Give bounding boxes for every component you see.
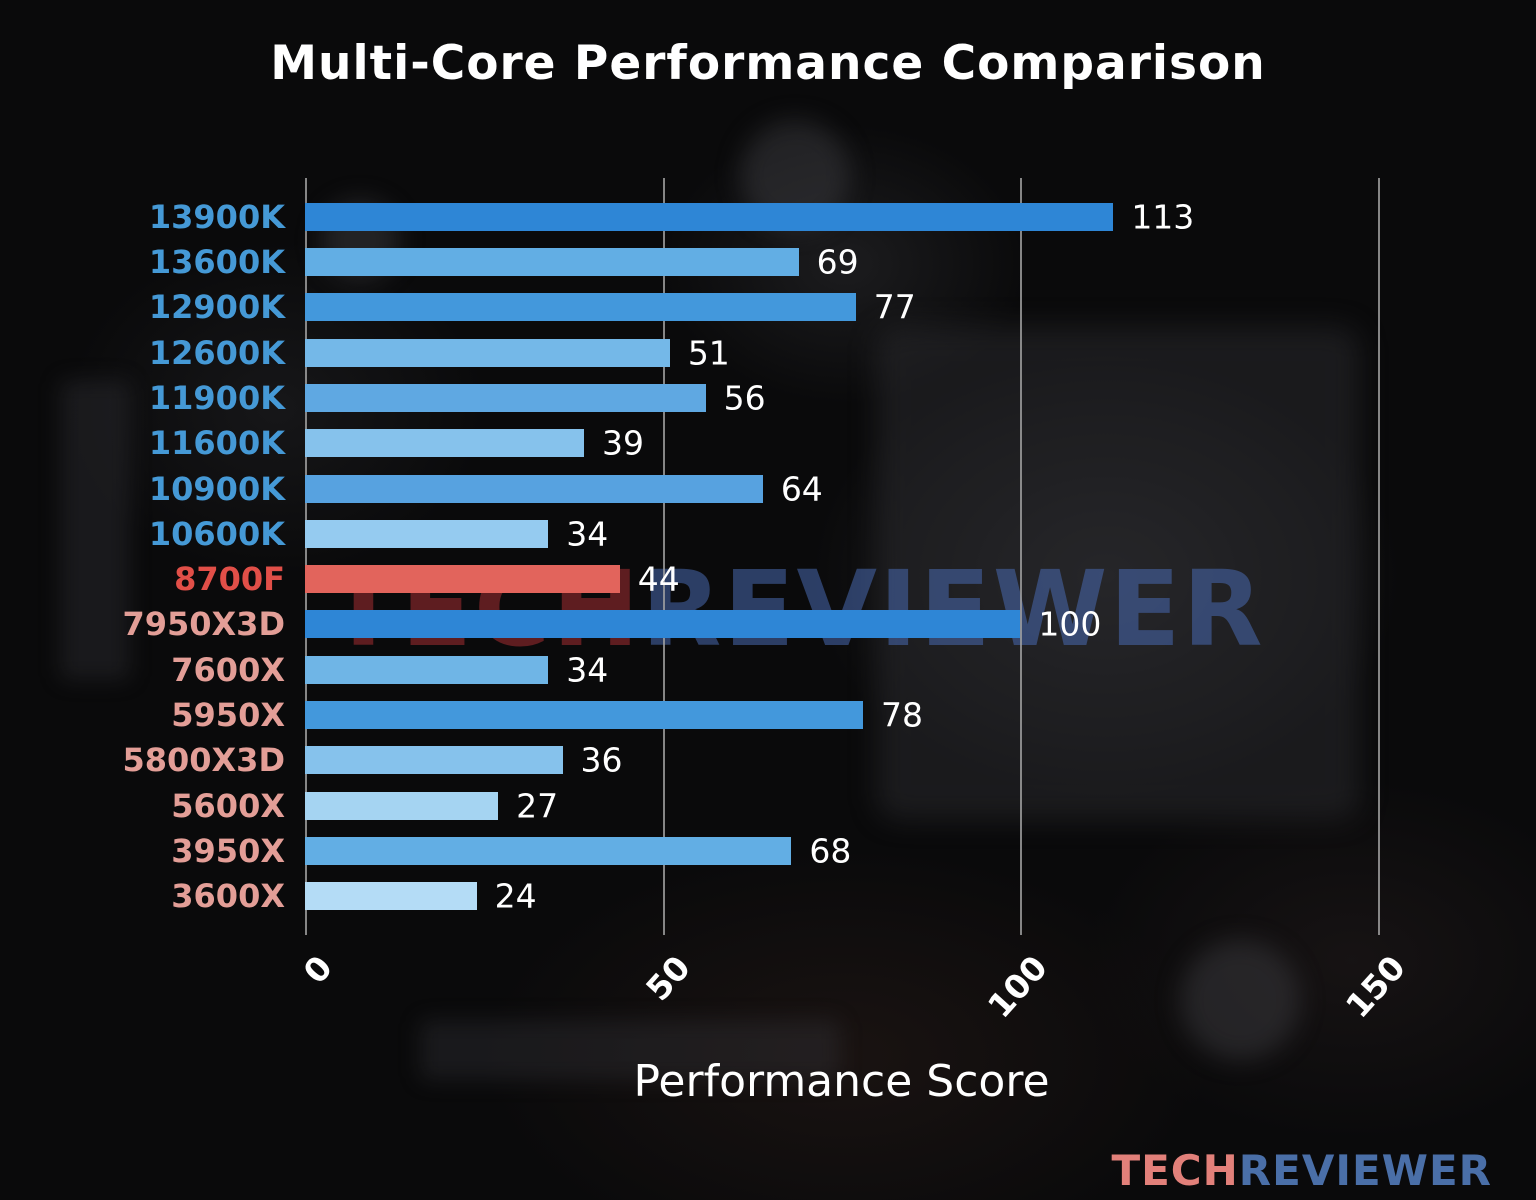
category-label-10900K: 10900K [148,469,285,508]
bar-row-10900K: 10900K 64 [149,466,1378,511]
gridline-50 [662,178,665,935]
category-label-13900K: 13900K [148,197,285,236]
bar-row-3600X: 3600X 24 [171,874,1378,919]
bar-row-8700F: 8700F 44 [174,557,1378,602]
bar-row-5600X: 5600X 27 [171,783,1378,828]
value-label-10900K: 64 [780,469,823,509]
background-cpu-chip [880,330,1356,816]
bar-10600K [305,519,549,548]
value-label-5950X: 78 [880,695,923,735]
bar-12900K [305,293,856,322]
background-circle [1180,940,1300,1060]
gridline-150 [1378,178,1380,935]
bar-row-3950X: 3950X 68 [171,828,1378,873]
value-label-3950X: 68 [809,831,852,871]
value-label-11600K: 39 [601,423,644,463]
bars-container: 13900K 113 13600K 69 12900K 77 12600K 51 11900K 5… [122,194,1378,919]
value-label-13900K: 113 [1131,197,1195,237]
value-label-13600K: 69 [816,242,859,282]
value-label-12900K: 77 [873,287,916,327]
category-label-13600K: 13600K [148,242,285,281]
value-label-12600K: 51 [687,333,730,373]
bar-row-13900K: 13900K 113 [149,194,1378,239]
value-label-3600X: 24 [494,876,537,916]
bar-3950X [305,837,792,866]
value-label-10600K: 34 [566,514,609,554]
background-slot [420,1020,840,1080]
category-label-5800X3D: 5800X3D [122,741,285,780]
category-label-12600K: 12600K [148,333,285,372]
category-label-11900K: 11900K [148,378,285,417]
bar-10900K [305,474,763,503]
bar-row-10600K: 10600K 34 [149,511,1378,556]
value-label-7600X: 34 [566,650,609,690]
bar-5800X3D [305,746,563,775]
category-label-8700F: 8700F [174,560,285,599]
category-label-12900K: 12900K [148,288,285,327]
bar-11900K [305,383,706,412]
bar-row-5950X: 5950X 78 [171,692,1378,737]
category-label-7600X: 7600X [171,650,285,689]
bar-row-7600X: 7600X 34 [171,647,1378,692]
brand-logo-reviewer: REVIEWER [1238,1146,1492,1195]
gridline-100 [1020,178,1023,935]
category-label-5950X: 5950X [171,696,285,735]
value-label-8700F: 44 [637,559,680,599]
bar-row-12600K: 12600K 51 [149,330,1378,375]
bar-11600K [305,429,584,458]
bar-row-11600K: 11600K 39 [149,421,1378,466]
bar-7950X3D [305,610,1021,639]
bar-row-5800X3D: 5800X3D 36 [122,738,1378,783]
bar-8700F [305,565,620,594]
chart-title: Multi-Core Performance Comparison [270,36,1266,91]
category-label-3600X: 3600X [171,877,285,916]
x-axis-label: Performance Score [633,1056,1050,1107]
bar-13900K [305,202,1114,231]
category-label-11600K: 11600K [148,424,285,463]
value-label-5600X: 27 [516,786,559,826]
bar-13600K [305,247,799,276]
category-label-10600K: 10600K [148,514,285,553]
bar-row-13600K: 13600K 69 [149,239,1378,284]
plot-area: 13900K 113 13600K 69 12900K 77 12600K 51 11900K 5… [122,178,1380,935]
bar-row-11900K: 11900K 56 [149,375,1378,420]
background-slot [60,380,130,680]
value-label-5800X3D: 36 [580,740,623,780]
category-label-5600X: 5600X [171,786,285,825]
category-label-3950X: 3950X [171,832,285,871]
brand-logo: TECHREVIEWER [1111,1146,1492,1195]
brand-logo-tech: TECH [1111,1146,1239,1195]
gridline-0 [305,178,307,935]
bar-5950X [305,701,863,730]
bar-12600K [305,338,670,367]
category-label-7950X3D: 7950X3D [122,605,285,644]
bar-row-12900K: 12900K 77 [149,285,1378,330]
value-label-11900K: 56 [723,378,766,418]
value-label-7950X3D: 100 [1038,604,1102,644]
bar-7600X [305,655,549,684]
bar-3600X [305,882,477,911]
bar-5600X [305,791,499,820]
bar-row-7950X3D: 7950X3D 100 [122,602,1378,647]
